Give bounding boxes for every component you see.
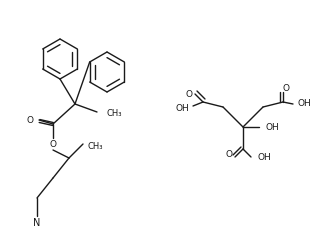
Text: CH₃: CH₃ [87, 142, 102, 151]
Text: OH: OH [265, 123, 279, 132]
Text: O: O [49, 140, 57, 149]
Text: O: O [26, 116, 34, 125]
Text: OH: OH [175, 104, 189, 113]
Text: OH: OH [297, 99, 311, 108]
Text: O: O [283, 84, 289, 93]
Text: N: N [33, 217, 41, 227]
Text: O: O [185, 90, 193, 99]
Text: CH₃: CH₃ [106, 109, 121, 118]
Text: OH: OH [257, 153, 271, 162]
Text: O: O [225, 150, 233, 159]
